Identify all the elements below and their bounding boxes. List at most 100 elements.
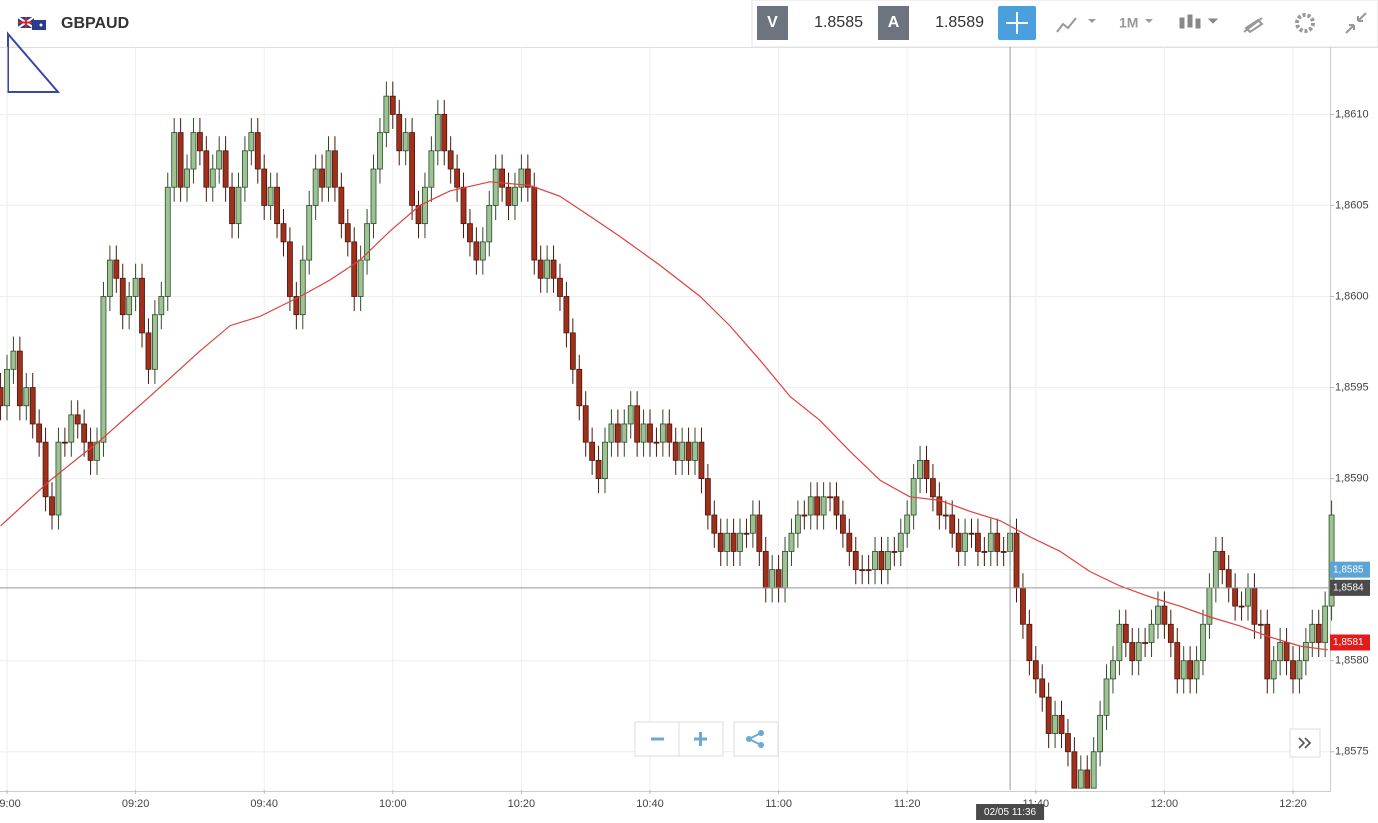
scroll-end-button[interactable] — [1289, 728, 1321, 758]
candle-body — [544, 259, 551, 279]
candle-body — [132, 277, 139, 297]
candle-body — [531, 186, 538, 261]
candle-body — [158, 296, 165, 316]
candle-body — [679, 441, 686, 461]
candle-body — [730, 532, 737, 552]
candle-body — [119, 277, 126, 316]
y-tick-label: 1,8575 — [1335, 746, 1369, 758]
candle-body — [1187, 660, 1194, 680]
share-dot — [758, 730, 764, 736]
candle-body — [1309, 623, 1316, 643]
candle-body — [634, 405, 641, 443]
candle-body — [126, 296, 133, 316]
buy-price: 1.8589 — [935, 14, 984, 31]
fullscreen-button[interactable] — [1345, 12, 1367, 34]
candle-body — [422, 186, 428, 225]
candle-body — [274, 186, 280, 225]
chart-type-button[interactable] — [1179, 14, 1219, 29]
candle-body — [68, 414, 75, 443]
candles — [0, 81, 1335, 789]
candle-body — [743, 532, 750, 535]
candle-body — [16, 350, 23, 407]
candle-body — [814, 496, 821, 516]
candle-body — [351, 241, 358, 297]
y-tick-label: 1,8595 — [1335, 381, 1369, 393]
candle-body — [1065, 733, 1071, 753]
candle-body — [209, 168, 216, 188]
candle-body — [486, 205, 493, 243]
candle-body — [1315, 623, 1322, 643]
candle-body — [852, 551, 859, 571]
timeframe[interactable]: 1M — [1119, 15, 1138, 31]
candle-body — [396, 113, 403, 152]
y-tick-label: 1,8590 — [1335, 473, 1369, 485]
candle-body — [1193, 660, 1200, 680]
candle-body — [968, 532, 975, 535]
candle-body — [415, 205, 422, 225]
candle-body — [344, 223, 351, 243]
candle-body — [171, 132, 178, 188]
candle-body — [1122, 623, 1129, 643]
sell-button[interactable] — [757, 6, 788, 40]
candle-body — [775, 569, 782, 589]
zoom-controls — [634, 721, 1321, 758]
candle-body — [769, 569, 776, 589]
candle-body — [460, 186, 467, 225]
candle-body — [332, 150, 338, 188]
candle-body — [1264, 623, 1271, 680]
candle-body — [229, 186, 235, 225]
candle-body — [4, 368, 10, 407]
candle-body — [492, 168, 499, 206]
candle-body — [550, 259, 557, 279]
candle-body — [846, 532, 853, 552]
candle-body — [287, 241, 293, 297]
candle-body — [479, 241, 486, 261]
candle-body — [1206, 587, 1213, 625]
buy-button[interactable] — [878, 6, 909, 40]
candle-body — [801, 514, 808, 517]
share-button[interactable] — [733, 721, 779, 757]
candle-body — [1180, 660, 1187, 680]
candle-body — [975, 532, 981, 552]
draw-button[interactable] — [1243, 17, 1264, 34]
candle-body — [840, 514, 846, 534]
scroll-end-icon — [1298, 737, 1312, 749]
candle-body — [891, 551, 898, 553]
candle-body — [473, 241, 480, 261]
candle-body — [1290, 660, 1296, 680]
settings-button[interactable] — [1295, 13, 1315, 33]
candle-body — [1000, 551, 1007, 553]
candle-body — [833, 496, 840, 516]
candle-body — [724, 532, 731, 552]
candle-body — [164, 186, 171, 297]
crosshair-x-label: 02/05 11:36 — [984, 807, 1037, 818]
candle-body — [582, 405, 589, 443]
candle-body — [299, 259, 306, 316]
x-tick-label: 12:00 — [1151, 798, 1179, 810]
candle-body — [659, 423, 666, 443]
candle-body — [1232, 587, 1239, 607]
candle-body — [1077, 769, 1084, 789]
candle-body — [319, 168, 325, 188]
candle-body — [1283, 642, 1290, 662]
candle-body — [1200, 623, 1206, 662]
candle-body — [61, 441, 68, 444]
candle-body — [1225, 569, 1232, 589]
candle-body — [1296, 660, 1303, 680]
candle-body — [1020, 587, 1026, 625]
candle-body — [151, 314, 158, 370]
candle-body — [936, 496, 943, 516]
drawing-triangle — [7, 31, 61, 93]
candle-body — [377, 132, 383, 170]
candle-body — [717, 532, 724, 552]
x-tick-label: 09:00 — [0, 798, 21, 810]
candle-body — [1174, 642, 1181, 680]
candle-body — [81, 423, 88, 443]
toolbar — [751, 0, 1378, 48]
candle-body — [737, 532, 743, 552]
candle-body — [203, 150, 210, 188]
candle-body — [537, 259, 544, 279]
candle-body — [794, 514, 801, 534]
indicator-button[interactable] — [1056, 17, 1096, 33]
candle-body — [756, 514, 763, 552]
